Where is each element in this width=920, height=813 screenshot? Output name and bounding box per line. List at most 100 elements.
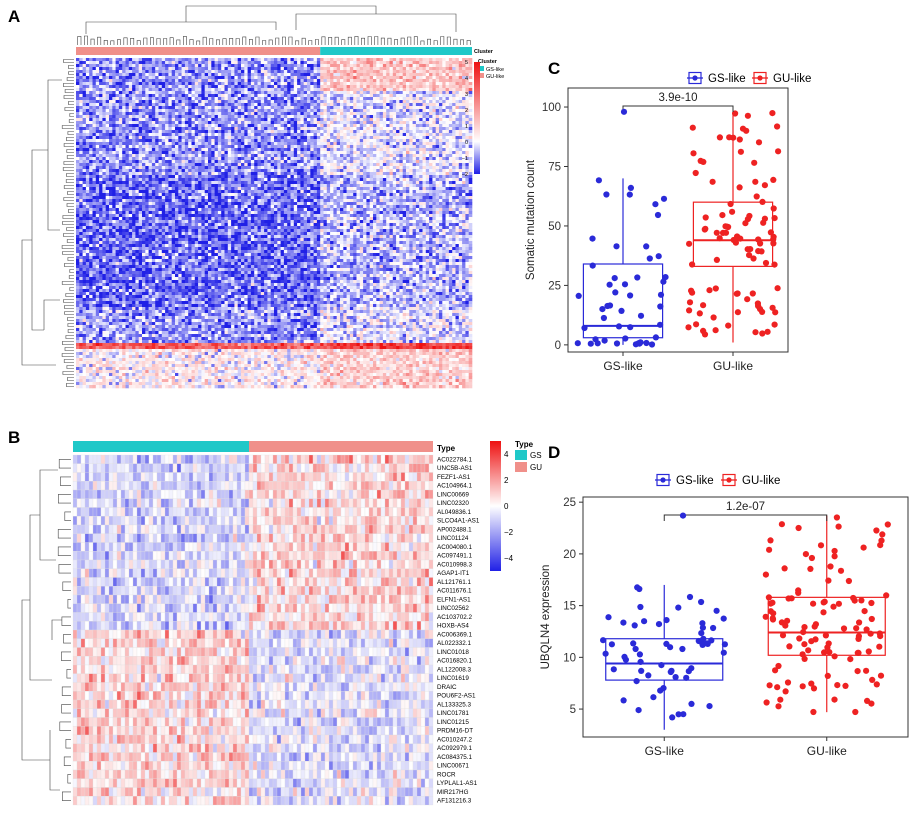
heatmap-cell (343, 160, 347, 164)
heatmap-cell (425, 175, 430, 179)
heatmap-cell (448, 154, 453, 158)
heatmap-cell (112, 178, 116, 182)
heatmap-cell (161, 145, 166, 149)
heatmap-cell (250, 121, 255, 125)
heatmap-cell (158, 145, 163, 149)
heatmap-cell (373, 97, 377, 101)
heatmap-cell (234, 88, 238, 92)
heatmap-cell (455, 118, 460, 122)
heatmap-cell (432, 166, 436, 170)
heatmap-cell (382, 151, 387, 155)
heatmap-cell (359, 91, 364, 95)
heatmap-cell (188, 112, 192, 116)
heatmap-cell (204, 91, 209, 95)
heatmap-cell (254, 115, 258, 119)
heatmap-cell (346, 160, 351, 164)
heatmap-cell (158, 109, 163, 113)
heatmap-cell (290, 100, 295, 104)
heatmap-cell (158, 175, 163, 179)
heatmap-cell (442, 73, 446, 77)
heatmap-cell (439, 130, 443, 134)
heatmap-cell (392, 79, 397, 83)
heatmap-cell (79, 106, 83, 110)
heatmap-cell (82, 82, 87, 86)
heatmap-cell (310, 163, 314, 167)
heatmap-cell (158, 85, 163, 89)
heatmap-cell (283, 115, 288, 119)
heatmap-cell (373, 178, 377, 182)
heatmap-cell (274, 154, 278, 158)
heatmap-cell (211, 166, 215, 170)
heatmap-cell (227, 133, 232, 137)
heatmap-cell (445, 145, 450, 149)
heatmap-cell (115, 121, 120, 125)
heatmap-cell (415, 91, 420, 95)
heatmap-cell (422, 139, 427, 143)
heatmap-cell (366, 154, 370, 158)
heatmap-cell (270, 139, 275, 143)
heatmap-cell (274, 106, 278, 110)
heatmap-cell (277, 115, 281, 119)
heatmap-cell (122, 58, 126, 62)
heatmap-cell (244, 175, 248, 179)
heatmap-cell (458, 88, 463, 92)
heatmap-cell (194, 106, 199, 110)
heatmap-cell (270, 157, 275, 161)
heatmap-cell (274, 160, 278, 164)
heatmap-cell (224, 103, 229, 107)
heatmap-cell (128, 139, 133, 143)
heatmap-cell (333, 91, 337, 95)
heatmap-cell (178, 148, 182, 152)
heatmap-cell (247, 121, 252, 125)
heatmap-cell (330, 115, 334, 119)
heatmap-cell (188, 85, 192, 89)
heatmap-cell (112, 127, 116, 131)
heatmap-cell (188, 154, 192, 158)
heatmap-cell (112, 172, 116, 176)
heatmap-cell (346, 91, 351, 95)
heatmap-cell (208, 109, 212, 113)
heatmap-cell (267, 67, 271, 71)
heatmap-cell (439, 178, 443, 182)
heatmap-cell (389, 121, 394, 125)
heatmap-cell (244, 133, 248, 137)
heatmap-cell (148, 109, 153, 113)
heatmap-cell (115, 130, 120, 134)
heatmap-cell (435, 175, 440, 179)
heatmap-cell (250, 94, 255, 98)
heatmap-cell (254, 127, 258, 131)
heatmap-cell (353, 145, 357, 149)
heatmap-cell (452, 154, 456, 158)
heatmap-cell (399, 112, 403, 116)
heatmap-cell (145, 82, 149, 86)
heatmap-cell (316, 154, 321, 158)
heatmap-cell (138, 91, 143, 95)
heatmap-cell (320, 148, 324, 152)
heatmap-cell (432, 70, 436, 74)
heatmap-cell (399, 178, 403, 182)
heatmap-cell (151, 79, 156, 83)
heatmap-cell (161, 163, 166, 167)
heatmap-cell (363, 148, 367, 152)
heatmap-cell (439, 157, 443, 161)
heatmap-cell (128, 91, 133, 95)
heatmap-cell (455, 70, 460, 74)
heatmap-cell (462, 94, 466, 98)
heatmap-cell (175, 151, 179, 155)
heatmap-cell (376, 82, 380, 86)
heatmap-cell (181, 91, 186, 95)
heatmap-cell (300, 118, 304, 122)
heatmap-cell (458, 142, 463, 146)
heatmap-cell (316, 112, 321, 116)
heatmap-cell (392, 88, 397, 92)
heatmap-cell (165, 100, 169, 104)
heatmap-cell (161, 118, 166, 122)
heatmap-cell (366, 160, 370, 164)
heatmap-cell (300, 166, 304, 170)
heatmap-cell (369, 67, 374, 71)
heatmap-cell (181, 64, 186, 68)
heatmap-cell (320, 100, 324, 104)
heatmap-cell (293, 178, 298, 182)
heatmap-cell (389, 172, 394, 176)
heatmap-cell (280, 133, 285, 137)
